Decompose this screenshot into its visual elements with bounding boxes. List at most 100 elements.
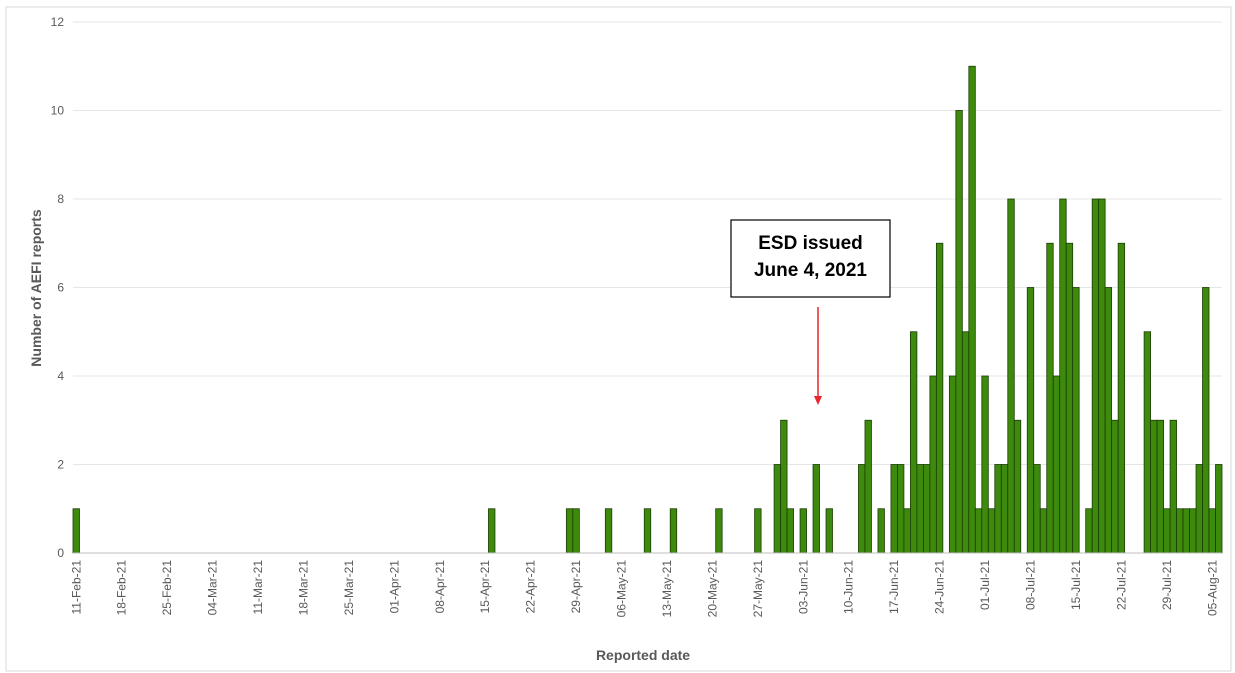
x-tick-label: 27-May-21 bbox=[751, 560, 765, 618]
annotation-line-1: ESD issued bbox=[758, 233, 863, 254]
bar bbox=[994, 464, 1002, 554]
bar bbox=[565, 508, 574, 554]
annotation-line-2: June 4, 2021 bbox=[754, 260, 867, 281]
bar bbox=[780, 419, 788, 554]
bar bbox=[1098, 198, 1106, 554]
x-tick-label: 05-Aug-21 bbox=[1205, 560, 1219, 616]
bar bbox=[1189, 508, 1197, 554]
y-tick-labels: 0 2 4 6 8 10 12 bbox=[51, 15, 65, 560]
x-tick-label: 17-Jun-21 bbox=[887, 560, 901, 614]
bar bbox=[488, 508, 496, 554]
x-tick-label: 15-Jul-21 bbox=[1069, 560, 1083, 610]
bar bbox=[858, 464, 866, 554]
x-tick-label: 20-May-21 bbox=[705, 560, 719, 618]
bar bbox=[961, 331, 970, 554]
y-tick-label: 12 bbox=[51, 15, 65, 29]
bar bbox=[1150, 419, 1158, 554]
bar bbox=[773, 464, 781, 554]
bar bbox=[1104, 287, 1113, 554]
chart-border bbox=[5, 6, 1232, 672]
x-tick-label: 24-Jun-21 bbox=[933, 560, 947, 614]
x-tick-label: 22-Jul-21 bbox=[1114, 560, 1128, 610]
bar bbox=[916, 464, 924, 554]
bar bbox=[974, 508, 983, 554]
bar bbox=[669, 508, 678, 554]
bar bbox=[1052, 375, 1061, 554]
x-tick-label: 04-Mar-21 bbox=[206, 560, 220, 616]
bar bbox=[1091, 198, 1100, 554]
x-tick-label: 11-Mar-21 bbox=[251, 560, 265, 615]
x-tick-label: 15-Apr-21 bbox=[478, 560, 492, 614]
x-tick-label: 29-Jul-21 bbox=[1160, 560, 1174, 610]
y-tick-label: 8 bbox=[57, 192, 64, 206]
bar bbox=[572, 508, 580, 554]
x-tick-labels: 11-Feb-21 18-Feb-21 25-Feb-21 04-Mar-21 11-M… bbox=[69, 560, 1219, 618]
bar bbox=[1195, 464, 1203, 554]
bar bbox=[715, 508, 723, 554]
bar bbox=[1033, 464, 1041, 554]
x-tick-label: 08-Apr-21 bbox=[433, 560, 447, 614]
bar bbox=[1039, 508, 1048, 554]
x-tick-label: 25-Feb-21 bbox=[160, 560, 174, 616]
bar bbox=[1085, 508, 1093, 554]
bar bbox=[935, 242, 944, 554]
bar bbox=[864, 419, 872, 554]
bar bbox=[1163, 508, 1171, 554]
y-tick-label: 10 bbox=[51, 104, 65, 118]
bars bbox=[72, 65, 1223, 554]
x-tick-label: 01-Apr-21 bbox=[387, 560, 401, 614]
bar bbox=[1111, 419, 1119, 554]
x-tick-label: 18-Feb-21 bbox=[115, 560, 129, 616]
x-tick-label: 08-Jul-21 bbox=[1024, 560, 1038, 610]
x-tick-label: 18-Mar-21 bbox=[296, 560, 310, 616]
bar bbox=[1143, 331, 1151, 554]
bar bbox=[754, 508, 762, 554]
bar bbox=[929, 375, 937, 554]
bar bbox=[987, 508, 996, 554]
x-tick-label: 03-Jun-21 bbox=[796, 560, 810, 614]
bar bbox=[877, 508, 885, 554]
bar bbox=[1208, 508, 1216, 554]
annotation-box bbox=[730, 219, 891, 298]
y-tick-label: 2 bbox=[57, 458, 64, 472]
bar bbox=[72, 508, 80, 554]
bar bbox=[786, 508, 794, 554]
bar bbox=[1182, 508, 1190, 554]
bar bbox=[1065, 242, 1074, 554]
x-tick-label: 29-Apr-21 bbox=[569, 560, 583, 614]
bar bbox=[799, 508, 807, 554]
bar bbox=[897, 464, 905, 554]
bar bbox=[1007, 198, 1015, 554]
y-tick-label: 4 bbox=[57, 369, 64, 383]
x-tick-label: 10-Jun-21 bbox=[842, 560, 856, 614]
bar bbox=[1046, 242, 1054, 554]
bar bbox=[1072, 287, 1080, 554]
bar bbox=[922, 464, 931, 554]
bar bbox=[604, 508, 613, 554]
y-tick-label: 0 bbox=[57, 546, 64, 560]
bar bbox=[1156, 419, 1164, 554]
bar bbox=[1059, 198, 1067, 554]
bar bbox=[955, 110, 963, 554]
x-tick-label: 13-May-21 bbox=[660, 560, 674, 618]
x-tick-label: 06-May-21 bbox=[615, 560, 629, 618]
bar bbox=[1215, 464, 1223, 554]
bar bbox=[968, 65, 976, 554]
y-axis-title: Number of AEFI reports bbox=[28, 209, 44, 367]
x-tick-label: 22-Apr-21 bbox=[524, 560, 538, 614]
x-tick-label: 11-Feb-21 bbox=[69, 560, 83, 615]
x-tick-label: 01-Jul-21 bbox=[978, 560, 992, 610]
bar bbox=[643, 508, 652, 554]
y-tick-label: 6 bbox=[57, 281, 64, 295]
bar bbox=[1000, 464, 1009, 554]
bar bbox=[1117, 242, 1126, 554]
bar bbox=[1169, 419, 1177, 554]
bar bbox=[910, 331, 918, 554]
x-axis-title: Reported date bbox=[596, 647, 690, 663]
bar bbox=[825, 508, 833, 554]
bar bbox=[981, 375, 989, 554]
bar bbox=[1013, 419, 1022, 554]
x-tick-label: 25-Mar-21 bbox=[342, 560, 356, 616]
